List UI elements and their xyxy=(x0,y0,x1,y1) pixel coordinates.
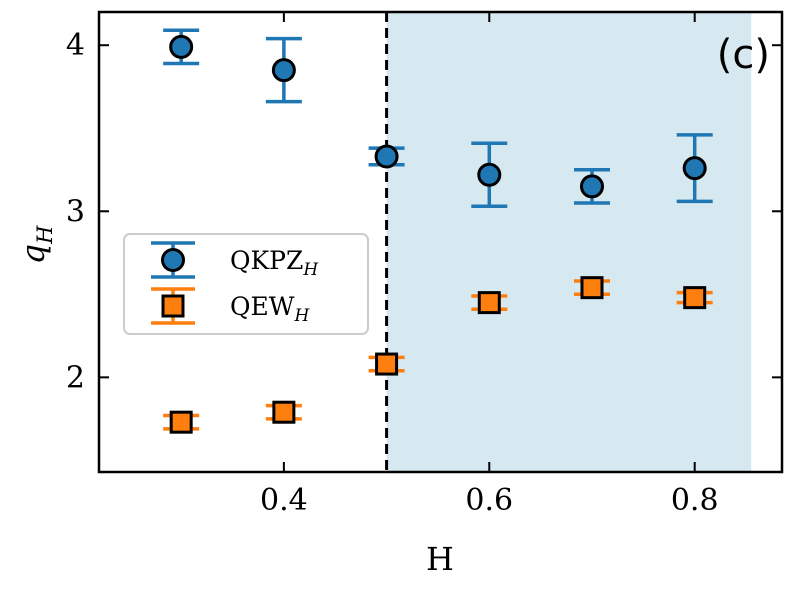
series-circle xyxy=(163,28,713,209)
data-point xyxy=(580,276,604,300)
data-point xyxy=(682,156,707,181)
data-point xyxy=(169,34,194,59)
data-point xyxy=(477,162,502,187)
legend-entry: QEWH xyxy=(151,287,310,326)
legend-label-sub: H xyxy=(293,306,310,326)
data-point xyxy=(272,400,296,424)
y-axis-label-sub: H xyxy=(33,225,57,245)
legend-marker xyxy=(161,294,185,318)
data-point xyxy=(271,58,296,83)
plot-frame xyxy=(97,10,784,474)
legend-entry: QKPZH xyxy=(151,241,319,280)
y-tick-label: 4 xyxy=(66,28,85,63)
legend-label: QKPZH xyxy=(230,246,319,280)
legend-box xyxy=(123,233,369,335)
data-point xyxy=(374,144,399,169)
legend-marker xyxy=(161,248,185,272)
x-tick-label: 0.6 xyxy=(465,483,513,518)
legend-label-main: QEW xyxy=(230,292,295,321)
legend-label-sub: H xyxy=(302,260,319,280)
legend-label: QEWH xyxy=(230,292,310,326)
x-axis-label: H xyxy=(426,540,454,578)
shaded-region xyxy=(386,12,752,472)
data-point xyxy=(169,410,193,434)
panel-label: (c) xyxy=(717,32,770,78)
y-tick-label: 2 xyxy=(66,360,85,395)
data-point xyxy=(375,352,399,376)
legend-label-main: QKPZ xyxy=(230,246,303,275)
x-tick-label: 0.4 xyxy=(260,483,308,518)
series-square xyxy=(163,276,713,434)
y-axis-label: qH xyxy=(14,225,57,264)
data-point xyxy=(683,286,707,310)
y-axis-label-main: q xyxy=(14,244,52,264)
x-tick-label: 0.8 xyxy=(671,483,719,518)
data-point xyxy=(477,291,501,315)
y-tick-label: 3 xyxy=(66,194,85,229)
data-point xyxy=(579,174,604,199)
